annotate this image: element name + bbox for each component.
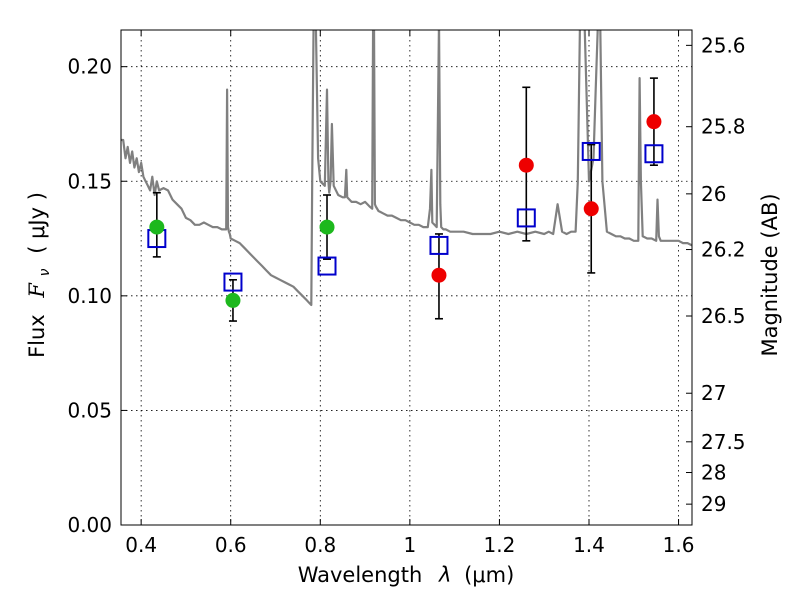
y-tick-label: 0.20: [67, 55, 112, 79]
x-tick-label: 0.4: [125, 533, 157, 557]
y-axis-title: Flux F ν ( μJy ): [25, 192, 54, 358]
model-photometry-square: [516, 208, 536, 228]
y2-tick-label: 26: [701, 182, 726, 206]
plot-clip: [121, 30, 692, 322]
y2-axis: 25.6 25.8 26 26.2 26.5 27 27.5 28 29: [686, 33, 746, 516]
observed-flux-point: [319, 219, 335, 235]
y2-tick-label: 27: [701, 381, 726, 405]
x-tick-label: 0.6: [215, 533, 247, 557]
model-photometry-square: [581, 141, 601, 161]
y2-axis-title: Magnitude (AB): [758, 193, 782, 356]
observed-flux-point: [431, 267, 447, 283]
x-tick-label: 1.4: [573, 533, 605, 557]
y2-tick-label: 25.8: [701, 115, 746, 139]
y2-tick-label: 27.5: [701, 430, 746, 454]
model-photometry-square: [644, 144, 664, 164]
x-tick-label: 1.6: [663, 533, 695, 557]
y2-tick-label: 29: [701, 492, 726, 516]
observed-flux-point: [149, 219, 165, 235]
model-photometry-square: [317, 256, 337, 276]
y-tick-label: 0.00: [67, 513, 112, 537]
model-photometry-square: [223, 272, 243, 292]
y2-tick-label: 26.5: [701, 304, 746, 328]
y-axis: 0.00 0.05 0.10 0.15 0.20: [67, 55, 127, 537]
x-axis: 0.4 0.6 0.8 1 1.2 1.4 1.6: [125, 30, 694, 557]
x-tick-label: 1.2: [484, 533, 516, 557]
model-photometry-square: [429, 235, 449, 255]
x-tick-label: 1: [403, 533, 416, 557]
observed-flux-point: [518, 157, 534, 173]
y-tick-label: 0.15: [67, 169, 112, 193]
x-tick-label: 0.8: [304, 533, 336, 557]
x-axis-title: Wavelength λ (μm): [298, 563, 515, 587]
y2-tick-label: 25.6: [701, 33, 746, 57]
y2-tick-label: 28: [701, 461, 726, 485]
plot-area: [121, 30, 692, 525]
y-tick-label: 0.10: [67, 284, 112, 308]
y-tick-label: 0.05: [67, 398, 112, 422]
observed-flux-point: [646, 114, 662, 130]
y2-tick-label: 26.2: [701, 238, 746, 262]
plot-frame: [120, 29, 693, 526]
observed-flux-point: [225, 292, 241, 308]
sed-model-line: [121, 30, 692, 307]
observed-flux-point: [583, 201, 599, 217]
